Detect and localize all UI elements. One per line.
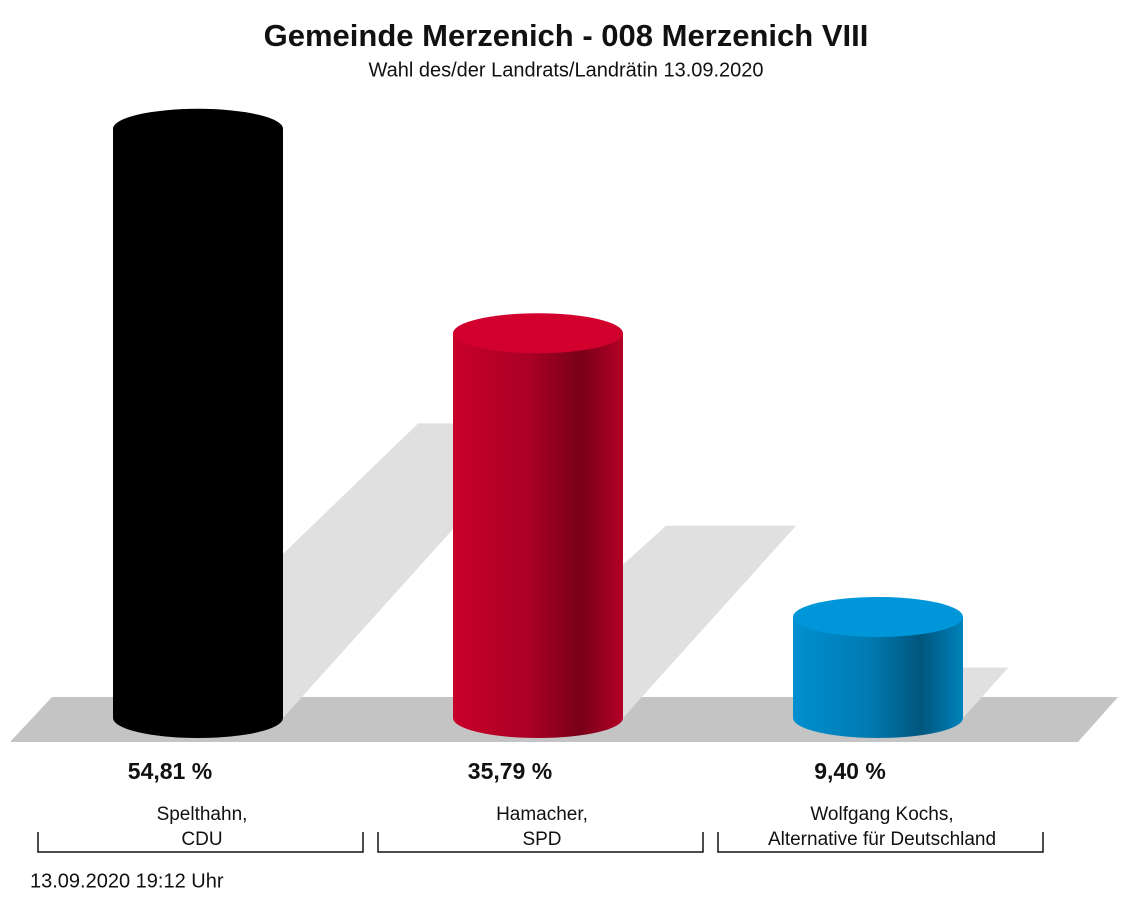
category-label: SPD [522,829,561,850]
category-label: CDU [181,829,222,850]
category-bracket [377,832,704,853]
category-label: Alternative für Deutschland [768,829,996,850]
value-label: 54,81 % [128,758,212,784]
category-bracket [717,832,1044,853]
category-label: Hamacher, [496,804,588,825]
bar [453,333,623,738]
category-bracket [37,832,364,853]
bar-top [113,108,283,149]
value-label: 35,79 % [468,758,552,784]
chart-title: Gemeinde Merzenich - 008 Merzenich VIII [264,18,869,53]
value-label: 9,40 % [814,758,886,784]
category-label: Wolfgang Kochs, [810,804,953,825]
chart-subtitle: Wahl des/der Landrats/Landrätin 13.09.20… [368,59,763,81]
bar [793,616,963,738]
bar [113,128,283,739]
footnote: 13.09.2020 19:12 Uhr [30,870,224,892]
bar-top [793,596,963,637]
bar-top [453,313,623,354]
category-label: Spelthahn, [157,804,248,825]
